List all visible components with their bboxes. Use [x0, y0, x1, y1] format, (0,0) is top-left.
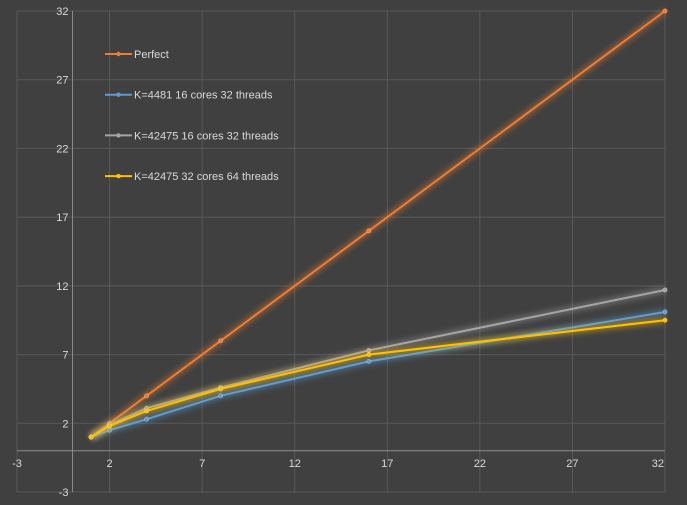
data-point	[218, 338, 224, 344]
data-point	[88, 434, 94, 440]
legend-item: K=42475 32 cores 64 threads	[105, 171, 279, 183]
y-tick-label: 22	[56, 143, 68, 155]
data-point	[366, 228, 372, 234]
x-tick-label: 27	[566, 458, 578, 470]
x-tick-label: 17	[381, 458, 393, 470]
legend-marker	[116, 92, 121, 97]
data-point	[218, 393, 224, 399]
data-point	[366, 352, 372, 357]
legend: Perfect K=4481 16 cores 32 threads K=42475…	[105, 49, 279, 183]
series-line	[90, 311, 666, 438]
legend-label: Perfect	[134, 49, 169, 61]
data-point	[107, 423, 112, 429]
y-tick-label: 2	[62, 418, 68, 430]
data-point	[144, 393, 150, 399]
y-tick-label: 17	[56, 212, 68, 224]
series-line	[90, 319, 666, 438]
series-2	[88, 309, 668, 440]
data-point	[662, 317, 668, 323]
axes	[17, 11, 665, 492]
y-tick-label: 12	[56, 281, 68, 293]
y-tick-label: 32	[56, 6, 68, 18]
legend-item: K=4481 16 cores 32 threads	[105, 90, 273, 102]
legend-label: K=42475 32 cores 64 threads	[134, 171, 279, 183]
data-point	[366, 359, 372, 364]
series-4	[88, 317, 668, 440]
y-tick-label: 27	[56, 75, 68, 87]
y-tick-label: 7	[62, 350, 68, 362]
legend-label: K=4481 16 cores 32 threads	[134, 90, 273, 102]
x-tick-label: 22	[474, 458, 486, 470]
data-point	[144, 408, 150, 414]
series-layer	[88, 8, 668, 440]
data-point	[662, 287, 668, 293]
x-tick-label: 32	[652, 458, 664, 470]
legend-item: Perfect	[105, 49, 169, 61]
data-point	[662, 8, 668, 14]
x-tick-label: 7	[199, 458, 205, 470]
x-tick-label: 2	[107, 458, 113, 470]
legend-marker	[116, 51, 121, 57]
legend-item: K=42475 16 cores 32 threads	[105, 130, 279, 142]
x-tick-label: -3	[12, 458, 22, 470]
legend-marker	[116, 173, 121, 179]
data-point	[144, 416, 150, 422]
legend-label: K=42475 16 cores 32 threads	[134, 130, 279, 142]
legend-marker	[116, 133, 121, 138]
data-point	[662, 309, 668, 315]
y-tick-label: -3	[59, 487, 69, 499]
data-point	[218, 386, 224, 392]
x-tick-label: 12	[289, 458, 301, 470]
